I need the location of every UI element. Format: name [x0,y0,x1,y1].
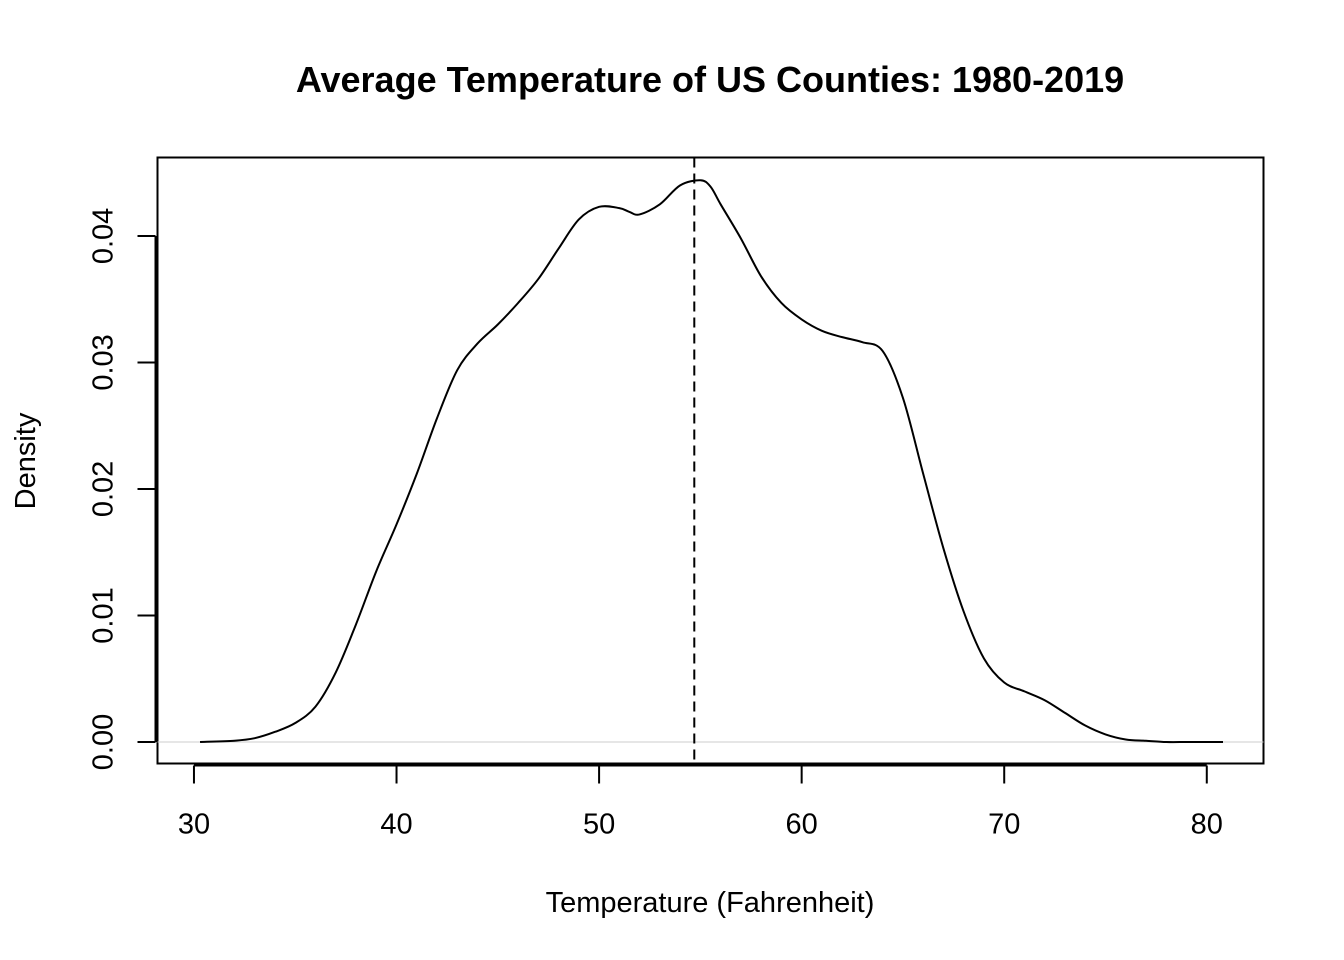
y-tick-label: 0.04 [88,208,120,264]
x-tick-label: 30 [178,809,210,841]
y-tick-label: 0.01 [88,587,120,643]
x-tick-label: 70 [988,809,1020,841]
x-axis: 30 40 50 60 70 80 [178,764,1223,841]
x-tick-label: 80 [1191,809,1223,841]
y-axis-label: Density [10,412,42,509]
x-tick-label: 50 [583,809,615,841]
y-tick-label: 0.03 [88,334,120,390]
y-axis: 0.00 0.01 0.02 0.03 0.04 [88,208,157,770]
plot-frame [156,156,1265,765]
y-tick-label: 0.00 [88,714,120,770]
x-tick-label: 60 [786,809,818,841]
chart-title: Average Temperature of US Counties: 1980… [296,59,1124,100]
density-curve [200,179,1223,744]
x-tick-label: 40 [380,809,412,841]
y-tick-label: 0.02 [88,461,120,517]
x-axis-label: Temperature (Fahrenheit) [546,887,875,919]
